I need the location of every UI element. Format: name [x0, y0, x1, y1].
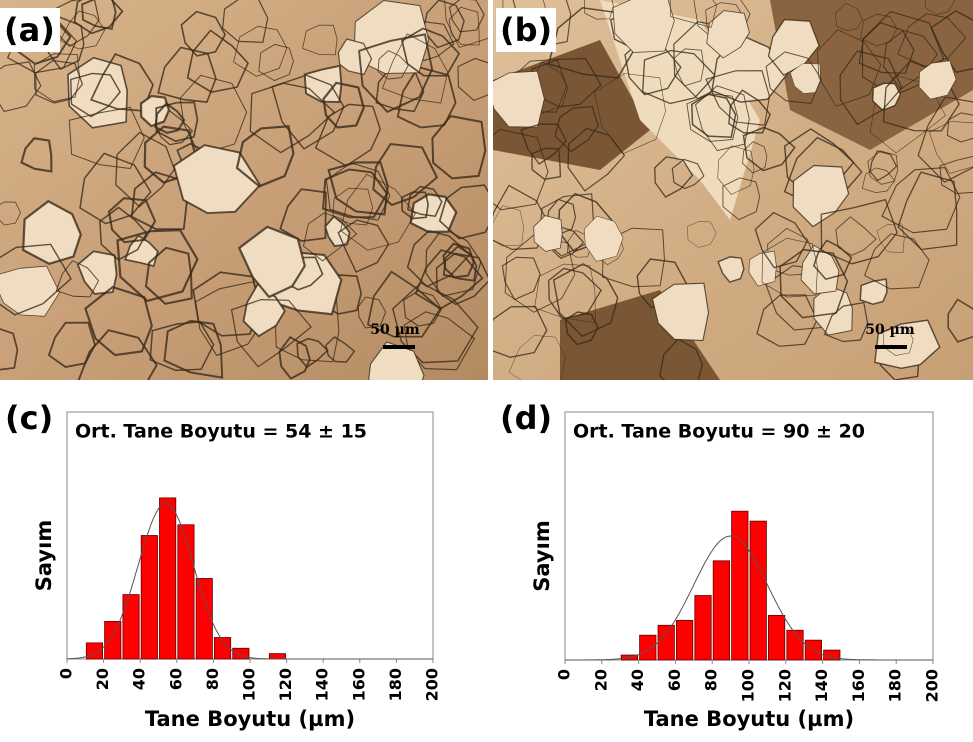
y-axis-label: Sayım: [530, 520, 554, 591]
panel-label: (c): [5, 399, 53, 437]
x-tick-label: 80: [203, 668, 222, 690]
scale-bar-label: 50 µm: [865, 322, 915, 338]
bar: [123, 595, 139, 659]
x-tick-label: 200: [923, 669, 942, 702]
bar: [640, 635, 656, 660]
bar: [787, 630, 803, 660]
chart-title: Ort. Tane Boyutu = 90 ± 20: [573, 421, 865, 443]
bar: [750, 521, 766, 660]
panel-label: (b): [500, 11, 552, 49]
plot-frame: [67, 412, 433, 659]
x-tick-label: 120: [775, 669, 794, 702]
x-tick-label: 100: [240, 668, 259, 701]
bar: [178, 525, 194, 659]
fit-curve: [67, 503, 433, 659]
x-tick-label: 40: [628, 669, 647, 691]
x-axis-label: Tane Boyutu (µm): [145, 707, 355, 731]
figure: (a) 50 µm (b) 50 µm (c) Ort. Tane Boyutu …: [0, 0, 973, 742]
x-tick-label: 100: [739, 669, 758, 702]
bar: [676, 620, 692, 660]
bar: [269, 654, 285, 659]
plot-frame: [565, 412, 933, 660]
x-tick-label: 80: [702, 669, 721, 691]
scale-bar: [875, 345, 907, 349]
bar: [732, 511, 748, 660]
bar: [768, 615, 784, 660]
scale-bar-label: 50 µm: [370, 322, 420, 338]
bar: [695, 596, 711, 660]
x-tick-label: 180: [386, 668, 405, 701]
panel-label: (d): [500, 399, 552, 437]
x-tick-label: 60: [665, 669, 684, 691]
y-axis-label: Sayım: [32, 520, 56, 591]
x-tick-label: 20: [93, 668, 112, 690]
bar: [141, 536, 157, 660]
x-tick-label: 140: [812, 669, 831, 702]
x-tick-label: 180: [886, 669, 905, 702]
bar: [196, 578, 212, 659]
x-tick-label: 20: [591, 669, 610, 691]
x-tick-label: 0: [57, 668, 76, 679]
bar: [160, 498, 176, 659]
chart-title: Ort. Tane Boyutu = 54 ± 15: [75, 421, 367, 443]
x-tick-label: 60: [166, 668, 185, 690]
bar: [105, 621, 121, 659]
x-axis-label: Tane Boyutu (µm): [644, 707, 854, 731]
x-tick-label: 160: [849, 669, 868, 702]
bar: [658, 625, 674, 660]
x-tick-label: 40: [130, 668, 149, 690]
x-tick-label: 0: [555, 669, 574, 680]
x-tick-label: 200: [423, 668, 442, 701]
grain: [141, 96, 169, 126]
fit-curve: [565, 536, 933, 660]
panel-label: (a): [4, 11, 55, 49]
scale-bar: [383, 345, 415, 349]
x-tick-label: 120: [276, 668, 295, 701]
x-tick-label: 140: [313, 668, 332, 701]
micrograph: [0, 0, 503, 403]
bar: [86, 643, 102, 659]
x-tick-label: 160: [349, 668, 368, 701]
bar: [713, 561, 729, 660]
